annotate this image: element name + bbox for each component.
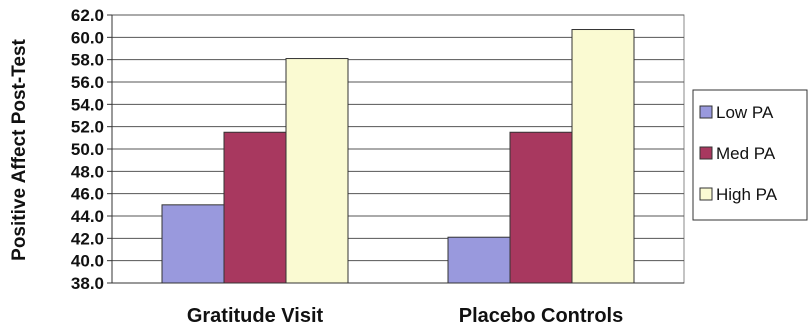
y-tick-label: 48.0 [71,162,104,181]
bar-med-pa [509,131,573,284]
legend-entries: Low PA Med PA High PA [699,103,778,204]
bar-high-pa [285,58,349,284]
y-tick-label: 46.0 [71,185,104,204]
bar-low-pa [161,204,225,284]
legend-swatch [699,105,713,119]
y-tick-label: 56.0 [71,73,104,92]
y-tick-label: 40.0 [71,252,104,271]
x-category-label: Placebo Controls [459,305,623,327]
x-category-label: Gratitude Visit [187,305,324,327]
y-tick-label: 62.0 [71,6,104,25]
bar-med-pa [223,131,287,284]
y-tick-label: 52.0 [71,118,104,137]
y-axis-title: Positive Affect Post-Test [9,38,30,260]
y-tick-label: 38.0 [71,274,104,293]
y-axis-ticks: 38.0 40.0 42.0 44.0 46.0 48.0 50.0 52.0 54.0 56.0… [71,6,684,293]
y-tick-label: 44.0 [71,207,104,226]
x-axis-categories: Gratitude Visit Placebo Controls [187,305,623,327]
y-tick-label: 42.0 [71,229,104,248]
legend-label: High PA [716,185,778,204]
y-tick-label: 54.0 [71,95,104,114]
y-tick-label: 60.0 [71,28,104,47]
legend-swatch [699,187,713,201]
y-tick-label: 50.0 [71,140,104,159]
bar-low-pa [447,236,511,284]
bars [161,29,635,284]
legend: Low PA Med PA High PA [692,89,808,221]
legend-label: Med PA [716,144,776,163]
bar-high-pa [571,29,635,284]
legend-label: Low PA [716,103,774,122]
legend-swatch [699,146,713,160]
y-tick-label: 58.0 [71,51,104,70]
